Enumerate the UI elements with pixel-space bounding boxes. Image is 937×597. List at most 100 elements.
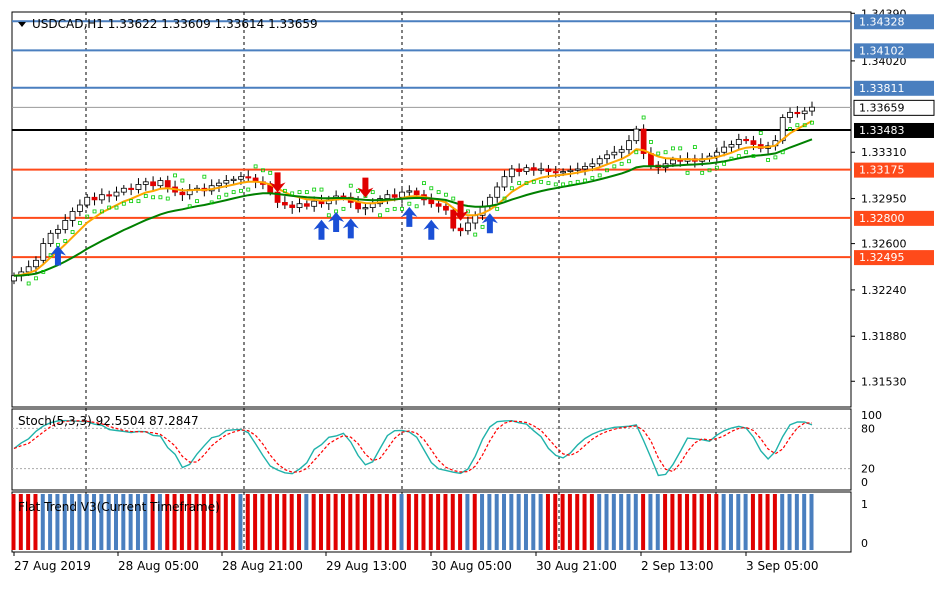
collapse-triangle-icon[interactable] bbox=[18, 22, 26, 27]
sar-dot-62 bbox=[466, 209, 470, 214]
flat-bar-24 bbox=[187, 494, 192, 550]
candle-body-31 bbox=[238, 176, 244, 180]
sar-dot-100 bbox=[744, 150, 749, 155]
sar-dot-75 bbox=[561, 182, 565, 187]
flat-bar-20 bbox=[157, 494, 162, 550]
candle-body-29 bbox=[223, 180, 230, 184]
flat-bar-108 bbox=[802, 494, 807, 550]
candle-body-76 bbox=[567, 169, 574, 172]
xtick-label-4: 30 Aug 05:00 bbox=[431, 559, 512, 573]
flat-bar-103 bbox=[765, 494, 770, 550]
flat-bar-69 bbox=[516, 494, 521, 550]
flat-bar-18 bbox=[143, 494, 148, 550]
sar-dot-68 bbox=[509, 186, 514, 191]
flat-bar-76 bbox=[567, 494, 572, 550]
xtick-label-3: 29 Aug 13:00 bbox=[326, 559, 407, 573]
sar-dot-40 bbox=[304, 190, 309, 195]
sar-dot-71 bbox=[531, 179, 536, 184]
flat-bar-73 bbox=[545, 494, 550, 550]
flat-bar-55 bbox=[414, 494, 419, 550]
candle-body-16 bbox=[128, 187, 135, 190]
sar-dot-52 bbox=[392, 206, 397, 211]
flat-bar-31 bbox=[238, 494, 243, 550]
xtick-label-1: 28 Aug 05:00 bbox=[118, 559, 199, 573]
xtick-label-7: 3 Sep 05:00 bbox=[746, 559, 818, 573]
sar-dot-29 bbox=[224, 192, 229, 197]
level-tag-text-5: 1.32800 bbox=[859, 212, 905, 225]
flat-bar-78 bbox=[582, 494, 587, 550]
candle-body-86 bbox=[640, 128, 647, 154]
sar-dot-106 bbox=[788, 127, 792, 131]
candle-body-52 bbox=[391, 194, 398, 198]
candle-body-90 bbox=[669, 159, 676, 165]
sar-dot-93 bbox=[692, 145, 697, 149]
candle-body-72 bbox=[538, 168, 545, 171]
flat-bar-84 bbox=[626, 494, 631, 550]
flat-bar-17 bbox=[135, 494, 140, 550]
flat-bar-77 bbox=[575, 494, 580, 550]
sar-dot-74 bbox=[553, 182, 558, 187]
candle-body-70 bbox=[523, 167, 530, 172]
buy-arrow-3 bbox=[328, 211, 345, 232]
flat-bar-26 bbox=[201, 494, 206, 550]
sar-dot-28 bbox=[217, 195, 221, 200]
candle-body-66 bbox=[494, 186, 501, 198]
level-tag-text-6: 1.32495 bbox=[859, 251, 905, 264]
flat-bar-95 bbox=[707, 494, 712, 550]
flat-bar-83 bbox=[619, 494, 624, 550]
sar-dot-54 bbox=[407, 201, 412, 206]
candle-body-78 bbox=[582, 165, 588, 170]
flat-bar-3 bbox=[33, 494, 38, 550]
flat-bar-70 bbox=[523, 494, 528, 550]
flat-bar-32 bbox=[245, 494, 250, 550]
flat-bar-67 bbox=[502, 494, 507, 550]
candle-body-62 bbox=[465, 222, 471, 232]
candle-body-85 bbox=[633, 128, 640, 142]
candle-body-60 bbox=[450, 209, 457, 229]
level-tag-0 bbox=[854, 14, 934, 30]
candle-body-53 bbox=[399, 191, 405, 198]
flat-bar-38 bbox=[289, 494, 294, 550]
sar-dot-82 bbox=[612, 164, 617, 169]
flat-bar-79 bbox=[589, 494, 594, 550]
sar-dot-11 bbox=[92, 209, 97, 214]
candle-body-7 bbox=[62, 220, 69, 230]
flat-bar-16 bbox=[128, 494, 133, 550]
flat-bar-68 bbox=[509, 494, 514, 550]
candle-body-17 bbox=[135, 184, 142, 190]
sar-dot-91 bbox=[678, 146, 683, 151]
sar-dot-47 bbox=[356, 188, 360, 193]
candle-body-13 bbox=[106, 194, 113, 197]
flat-bar-74 bbox=[553, 494, 558, 550]
sar-dot-27 bbox=[209, 200, 214, 205]
main-panel[interactable] bbox=[11, 11, 852, 408]
flat-bar-5 bbox=[48, 494, 53, 550]
candle-body-21 bbox=[164, 180, 171, 188]
sar-dot-19 bbox=[151, 195, 156, 200]
candle-body-109 bbox=[809, 106, 815, 112]
candle-body-38 bbox=[289, 204, 296, 208]
sar-dot-98 bbox=[729, 156, 734, 161]
sar-dot-81 bbox=[605, 168, 609, 173]
sar-dot-66 bbox=[495, 206, 500, 211]
flat-bar-13 bbox=[106, 494, 111, 550]
price-axis: 1.343901.340201.333101.329501.326001.322… bbox=[851, 7, 935, 550]
flat-bar-93 bbox=[692, 494, 697, 550]
sar-dot-88 bbox=[656, 151, 661, 156]
candle-body-4 bbox=[40, 243, 47, 261]
flat-bar-61 bbox=[458, 494, 463, 550]
sar-dot-55 bbox=[414, 204, 419, 209]
candle-body-10 bbox=[84, 196, 91, 206]
sar-dot-96 bbox=[714, 165, 719, 170]
flat-bar-90 bbox=[670, 494, 675, 550]
sar-dot-15 bbox=[121, 201, 126, 206]
level-tag-3 bbox=[854, 122, 934, 138]
candle-body-57 bbox=[428, 199, 435, 205]
flat-bar-75 bbox=[560, 494, 565, 550]
sar-dot-37 bbox=[282, 188, 287, 193]
flat-bar-8 bbox=[70, 494, 75, 550]
candle-body-96 bbox=[713, 151, 720, 157]
current-price-tag bbox=[853, 99, 935, 116]
sar-dot-107 bbox=[795, 123, 800, 128]
flat-bar-59 bbox=[443, 494, 448, 550]
